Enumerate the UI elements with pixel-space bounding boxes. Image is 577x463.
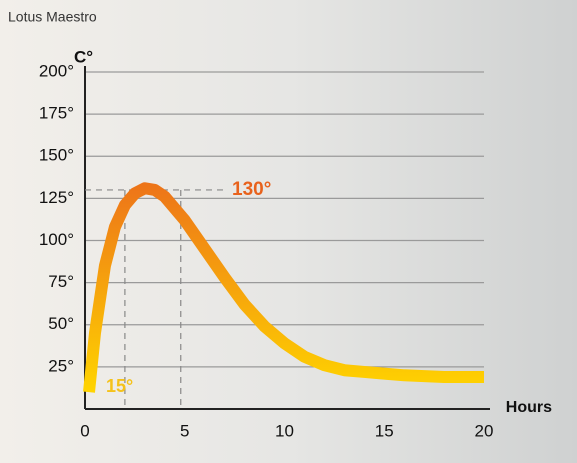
y-tick-label: 125° [39, 188, 74, 207]
annotation: 15° [106, 376, 133, 396]
y-tick-label: 100° [39, 230, 74, 249]
x-tick-label: 15 [375, 421, 394, 440]
x-tick-label: 20 [475, 421, 494, 440]
x-axis-label: Hours [506, 399, 552, 416]
y-tick-label: 175° [39, 104, 74, 123]
y-tick-label: 25° [48, 356, 74, 375]
annotation: 130° [232, 179, 271, 200]
y-tick-label: 50° [48, 314, 74, 333]
y-tick-label: 150° [39, 146, 74, 165]
chart-title: Lotus Maestro [8, 9, 97, 25]
y-tick-label: 75° [48, 272, 74, 291]
x-tick-label: 5 [180, 421, 189, 440]
y-tick-label: 200° [39, 61, 74, 80]
temperature-curve [83, 182, 484, 393]
y-axis-label: C° [74, 47, 93, 66]
x-tick-label: 10 [275, 421, 294, 440]
x-tick-label: 0 [80, 421, 89, 440]
